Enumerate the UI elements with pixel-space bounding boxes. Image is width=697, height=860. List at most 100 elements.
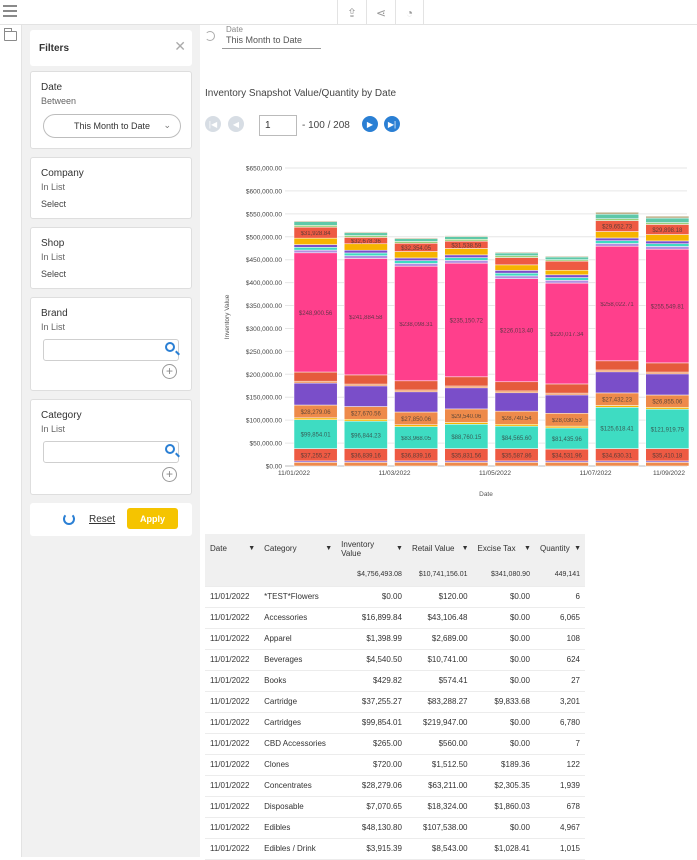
brand-search-input[interactable] (43, 339, 179, 361)
column-header-1[interactable]: Category ▼ (259, 534, 337, 563)
table-cell: $560.00 (406, 733, 473, 755)
table-row[interactable]: 11/01/2022 Books $429.82 $574.41 $0.00 27 (205, 670, 585, 692)
table-row[interactable]: 11/01/2022 Beverages $4,540.50 $10,741.00 $0… (205, 649, 585, 671)
bar-segment (344, 235, 388, 238)
shop-select[interactable]: Select (41, 269, 67, 279)
category-search-input[interactable] (43, 441, 179, 463)
toolbar-actions: ⇪ ⋖ ◔ (337, 0, 424, 25)
table-row[interactable]: 11/01/2022 *TEST*Flowers $0.00 $120.00 $0.00… (205, 586, 585, 608)
bar-segment (293, 371, 338, 382)
table-cell: CBD Accessories (259, 733, 337, 755)
table-row[interactable]: 11/01/2022 Cartridge $37,255.27 $83,288.27 $… (205, 691, 585, 713)
table-row[interactable]: 11/01/2022 Apparel $1,398.99 $2,689.00 $0.00… (205, 628, 585, 650)
bar-segment (293, 382, 338, 406)
close-icon[interactable]: ✕ (174, 38, 186, 54)
active-filter-label: Date (226, 25, 243, 34)
column-header-3[interactable]: Retail Value ▼ (406, 534, 473, 563)
bar-segment (595, 213, 639, 219)
bar-segment (595, 371, 639, 394)
inventory-table: Date ▼ Category ▼ Inventory Value ▼ Retail Val… (205, 534, 585, 860)
first-page-button[interactable]: |◀ (205, 116, 221, 132)
folder-icon[interactable] (4, 28, 17, 41)
reset-button[interactable]: Reset (89, 514, 116, 525)
table-row[interactable]: 11/01/2022 Concentrates $28,279.06 $63,211.… (205, 775, 585, 797)
add-brand-icon[interactable]: + (162, 364, 177, 379)
data-label: $81,435.96 (552, 437, 583, 443)
table-row[interactable]: 11/01/2022 Accessories $16,899.84 $43,106.4… (205, 607, 585, 629)
apply-button[interactable]: Apply (127, 508, 178, 529)
bar-segment (444, 254, 489, 258)
table-cell: $1,512.50 (406, 754, 473, 776)
shop-filter-operator[interactable]: In List (41, 252, 66, 262)
table-cell: $0.00 (336, 586, 407, 608)
bar-segment (545, 394, 589, 414)
bar-segment (595, 231, 639, 239)
active-date-filter[interactable]: Date This Month to Date (222, 24, 321, 49)
undo-icon[interactable] (205, 31, 215, 41)
table-cell: 11/01/2022 (205, 691, 260, 713)
table-row[interactable]: 11/01/2022 Clones $720.00 $1,512.50 $189.36 1… (205, 754, 585, 776)
refresh-icon[interactable] (63, 513, 75, 525)
add-category-icon[interactable]: + (162, 467, 177, 482)
last-page-button[interactable]: ▶| (384, 116, 400, 132)
rss-icon[interactable]: ◔ (395, 0, 424, 25)
data-label: $29,898.18 (652, 228, 683, 234)
company-select[interactable]: Select (41, 199, 67, 209)
bar-segment (545, 256, 589, 260)
inventory-chart: $0.00 $50,000.00 $100,000.00 $150,000.00 $20… (224, 166, 690, 498)
next-page-button[interactable]: ▶ (362, 116, 378, 132)
table-row[interactable]: 11/01/2022 Edibles / Drink $3,915.39 $8,543… (205, 838, 585, 860)
x-tick-label: 11/09/2022 (653, 470, 685, 477)
shop-filter: Shop In List Select (30, 227, 192, 289)
table-row[interactable]: 11/01/2022 Cartridges $99,854.01 $219,947.0… (205, 712, 585, 734)
company-filter-operator[interactable]: In List (41, 182, 66, 192)
column-header-2[interactable]: Inventory Value ▼ (336, 534, 407, 563)
previous-page-button[interactable]: ◀ (228, 116, 244, 132)
bar-segment (494, 264, 539, 271)
table-cell: 122 (534, 754, 585, 776)
bar-segment (444, 262, 489, 378)
bar-segment (394, 263, 438, 267)
date-filter-operator[interactable]: Between (41, 96, 77, 106)
x-tick-label: 11/07/2022 (579, 470, 611, 477)
table-cell: $107,538.00 (406, 817, 473, 839)
column-header-4[interactable]: Excise Tax ▼ (472, 534, 535, 563)
table-row[interactable]: 11/01/2022 Edibles $48,130.80 $107,538.00 $0… (205, 817, 585, 839)
bar-segment (394, 251, 438, 259)
sort-icon[interactable]: ▼ (524, 545, 531, 552)
table-cell: $720.00 (336, 754, 407, 776)
data-label: $26,855.06 (652, 400, 683, 406)
table-cell: $16,899.84 (336, 607, 407, 629)
share-icon[interactable]: ⋖ (366, 0, 395, 25)
table-cell: Edibles (259, 817, 337, 839)
table-cell: Concentrates (259, 775, 337, 797)
bar-segment (344, 249, 388, 254)
bar-segment (494, 270, 539, 274)
table-cell: 11/01/2022 (205, 649, 260, 671)
column-header-0[interactable]: Date ▼ (205, 534, 260, 563)
column-header-5[interactable]: Quantity ▼ (534, 534, 585, 563)
table-row[interactable]: 11/01/2022 CBD Accessories $265.00 $560.00 $… (205, 733, 585, 755)
bar-segment (645, 215, 690, 219)
date-range-select[interactable]: This Month to Date ⌄ (43, 114, 181, 138)
table-cell: $63,211.00 (406, 775, 473, 797)
page-number-input[interactable]: 1 (259, 115, 297, 136)
table-row[interactable]: 11/01/2022 Disposable $7,070.65 $18,324.00 $… (205, 796, 585, 818)
sort-icon[interactable]: ▼ (574, 545, 581, 552)
sort-icon[interactable]: ▼ (396, 545, 403, 552)
bar-segment (645, 371, 690, 375)
sort-icon[interactable]: ▼ (248, 545, 256, 552)
bar-segment (545, 383, 589, 394)
table-cell: $0.00 (472, 817, 535, 839)
export-icon[interactable]: ⇪ (337, 0, 366, 25)
brand-filter-operator[interactable]: In List (41, 322, 66, 332)
data-label: $27,670.56 (351, 411, 382, 417)
data-label: $32,678.36 (351, 239, 382, 245)
bar-segment (545, 462, 589, 467)
menu-icon[interactable] (3, 5, 17, 17)
sort-icon[interactable]: ▼ (325, 545, 333, 552)
table-cell: 1,939 (534, 775, 585, 797)
category-filter-operator[interactable]: In List (41, 424, 66, 434)
sort-icon[interactable]: ▼ (461, 545, 469, 552)
bar-segment (394, 257, 438, 261)
